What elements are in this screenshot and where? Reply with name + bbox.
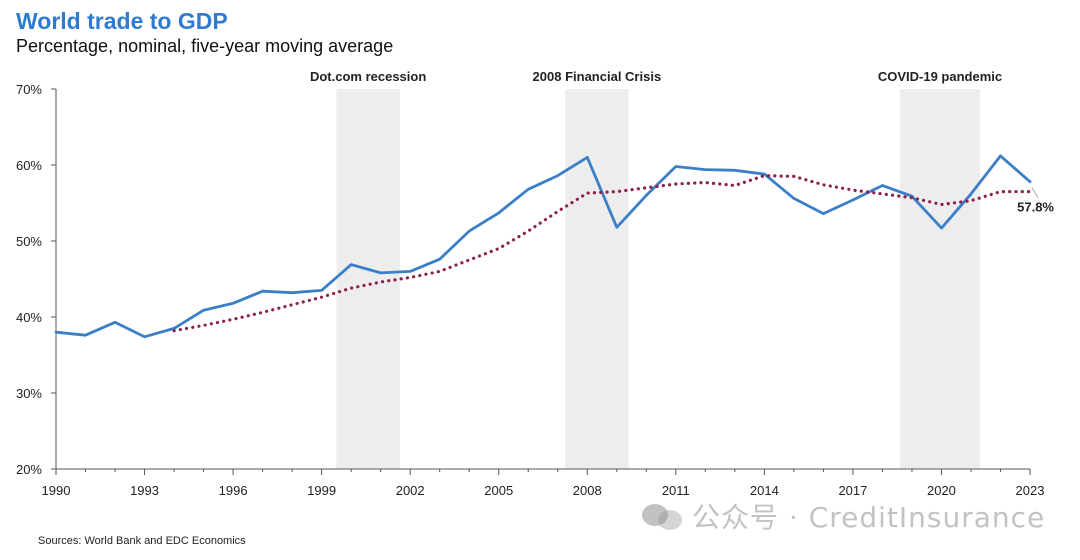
- period-label: COVID-19 pandemic: [878, 69, 1002, 84]
- period-label: 2008 Financial Crisis: [533, 69, 662, 84]
- y-tick-label: 30%: [16, 386, 42, 401]
- wechat-icon: [642, 502, 684, 530]
- y-tick-label: 20%: [16, 462, 42, 477]
- y-tick-label: 40%: [16, 310, 42, 325]
- x-tick-label: 2005: [484, 483, 513, 498]
- y-tick-label: 60%: [16, 158, 42, 173]
- y-tick-label: 70%: [16, 82, 42, 97]
- end-value-label: 57.8%: [1017, 200, 1054, 215]
- trade-to-gdp-line: [54, 154, 1032, 339]
- x-tick-label: 2002: [396, 483, 425, 498]
- x-tick-label: 2014: [750, 483, 779, 498]
- x-tick-label: 2008: [573, 483, 602, 498]
- sources-note: Sources: World Bank and EDC Economics: [38, 535, 246, 547]
- moving-average-line: [172, 174, 1032, 333]
- shade-period: [900, 89, 980, 469]
- x-tick-label: 2011: [662, 483, 690, 498]
- shade-period: [336, 89, 400, 469]
- y-tick-label: 50%: [16, 234, 42, 249]
- x-tick-label: 1999: [307, 483, 336, 498]
- x-tick-label: 2020: [927, 483, 956, 498]
- watermark-text: 公众号 · CreditInsurance: [692, 501, 1046, 534]
- x-tick-label: 1996: [219, 483, 248, 498]
- chart-subtitle: Percentage, nominal, five-year moving av…: [16, 36, 394, 56]
- x-tick-label: 2017: [838, 483, 867, 498]
- x-tick-label: 1993: [130, 483, 159, 498]
- chart-title: World trade to GDP: [16, 8, 228, 34]
- shade-period: [565, 89, 629, 469]
- period-label: Dot.com recession: [310, 69, 426, 84]
- end-label-leader: [1031, 187, 1039, 198]
- watermark: 公众号 · CreditInsurance: [642, 496, 1045, 536]
- x-tick-label: 1990: [42, 483, 71, 498]
- x-tick-label: 2023: [1016, 483, 1045, 498]
